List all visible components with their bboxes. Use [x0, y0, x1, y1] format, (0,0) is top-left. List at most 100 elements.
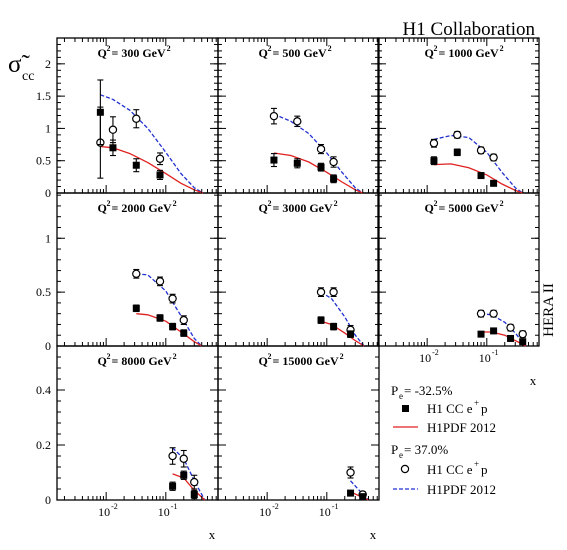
- pos-pol-data-point: [489, 153, 498, 162]
- neg-pol-data-point: [190, 491, 198, 498]
- pos-pol-data-point: [329, 157, 338, 167]
- q2-unit-superscript: 2: [167, 44, 171, 53]
- q2-superscript: 2: [434, 199, 438, 208]
- legend-pos-data-tail: p: [481, 462, 488, 477]
- x-tick-label: 10: [479, 351, 491, 365]
- pos-pol-data-point: [132, 269, 141, 279]
- pos-pol-data-point: [190, 477, 199, 487]
- pos-pol-data-point: [293, 117, 302, 126]
- y-tick-label: 1.5: [36, 89, 51, 103]
- y-tick-label: 0: [45, 339, 51, 353]
- x-axis-title: x: [209, 527, 216, 542]
- q2-unit-superscript: 2: [340, 352, 344, 361]
- neg-pol-data-point: [330, 323, 338, 331]
- pos-pol-data-point: [316, 287, 326, 297]
- x-axis-title: x: [530, 373, 537, 388]
- neg-pol-data-point: [156, 171, 164, 179]
- pos-pol-model-curve: [136, 273, 203, 347]
- neg-pol-data-point: [169, 482, 177, 490]
- neg-pol-data-point: [477, 330, 485, 338]
- y-tick-label: 1: [45, 121, 51, 135]
- neg-pol-data-point: [347, 489, 355, 497]
- neg-pol-data-point: [132, 161, 140, 169]
- neg-pol-model-curve: [481, 331, 527, 347]
- pos-pol-data-point: [155, 277, 165, 286]
- pos-pol-data-point: [168, 451, 177, 461]
- neg-pol-model-curve: [136, 313, 203, 347]
- pos-pol-data-point: [506, 323, 515, 332]
- neg-pol-data-point: [519, 338, 527, 346]
- neg-pol-model-curve: [172, 473, 206, 501]
- pos-pol-model-curve: [172, 447, 206, 501]
- legend-pos-data-sup: +: [474, 459, 479, 469]
- neg-pol-data-point: [180, 329, 188, 337]
- panel-q2-6: 00.20.4Q 2 = 8000 GeV 2: [36, 345, 218, 507]
- neg-pol-data-point: [330, 175, 338, 183]
- panel-frame: [377, 192, 540, 347]
- q2-value: = 8000 GeV: [112, 354, 172, 368]
- y-tick-label: 0.5: [36, 285, 51, 299]
- pos-pol-model-curve: [480, 313, 527, 347]
- q2-label: Q: [259, 201, 268, 215]
- q2-value: = 500 GeV: [273, 46, 327, 60]
- y-tick-label: 0.4: [36, 383, 51, 397]
- panel-grid: 00.511.52Q 2 = 300 GeV 2 Q 2 = 500 GeV 2 Q 2 = …: [36, 37, 540, 542]
- neg-pol-data-point: [270, 156, 278, 164]
- q2-unit-superscript: 2: [328, 44, 332, 53]
- neg-pol-data-point: [293, 159, 301, 167]
- x-axis-title: x: [370, 527, 377, 542]
- q2-value: = 5000 GeV: [439, 201, 499, 215]
- pos-pol-data-point: [476, 146, 486, 155]
- pos-pol-data-point: [179, 454, 188, 463]
- q2-value: = 15000 GeV: [273, 354, 339, 368]
- q2-value: = 2000 GeV: [112, 201, 172, 215]
- x-tick-label: 10: [319, 505, 331, 519]
- panel-frame: [377, 37, 540, 194]
- pos-pol-data-point: [132, 114, 141, 123]
- neg-pol-data-point: [490, 179, 498, 187]
- x-tick-label: 10: [259, 505, 271, 519]
- y-tick-label: 0.5: [36, 154, 51, 168]
- legend-neg-marker: [402, 405, 409, 412]
- legend-pol1-value: = -32.5%: [404, 383, 453, 398]
- neg-pol-data-point: [132, 304, 140, 312]
- collaboration-label: H1 Collaboration: [403, 19, 536, 40]
- pos-pol-data-point: [429, 139, 439, 148]
- x-tick-exponent: -2: [272, 502, 279, 511]
- panel-q2-3: 00.51Q 2 = 2000 GeV 2: [36, 194, 218, 353]
- legend-pos-marker: [400, 464, 410, 474]
- legend-neg-data: H1 CC e: [427, 401, 473, 416]
- pos-pol-data-point: [476, 309, 486, 318]
- y-tick-label: 0.2: [36, 438, 51, 452]
- y-tick-label: 0: [45, 186, 51, 200]
- pos-pol-data-point: [489, 309, 498, 318]
- q2-unit-superscript: 2: [500, 199, 504, 208]
- q2-label: Q: [98, 201, 107, 215]
- legend-pol1-sub: e: [399, 391, 403, 401]
- legend-pos-data: H1 CC e: [427, 462, 473, 477]
- q2-label: Q: [98, 46, 107, 60]
- neg-pol-data-point: [169, 323, 177, 331]
- q2-superscript: 2: [268, 199, 272, 208]
- legend-pol2-value: = 37.0%: [404, 442, 448, 457]
- x-tick-label: 10: [419, 351, 431, 365]
- panel-frame: [217, 37, 380, 194]
- x-tick-exponent: -1: [171, 502, 178, 511]
- q2-unit-superscript: 2: [500, 44, 504, 53]
- neg-pol-data-point: [317, 163, 325, 171]
- q2-label: Q: [259, 354, 268, 368]
- q2-unit-superscript: 2: [173, 352, 177, 361]
- pos-pol-model-curve: [433, 134, 524, 194]
- pos-pol-data-point: [453, 130, 462, 140]
- legend: P e = -32.5% H1 CC e + p H1PDF 2012 P e …: [391, 383, 496, 497]
- neg-pol-data-point: [477, 172, 485, 180]
- neg-pol-data-point: [430, 157, 438, 165]
- legend-neg-data-sup: +: [474, 398, 479, 408]
- pos-pol-data-point: [168, 294, 177, 303]
- x-tick-exponent: -2: [111, 502, 118, 511]
